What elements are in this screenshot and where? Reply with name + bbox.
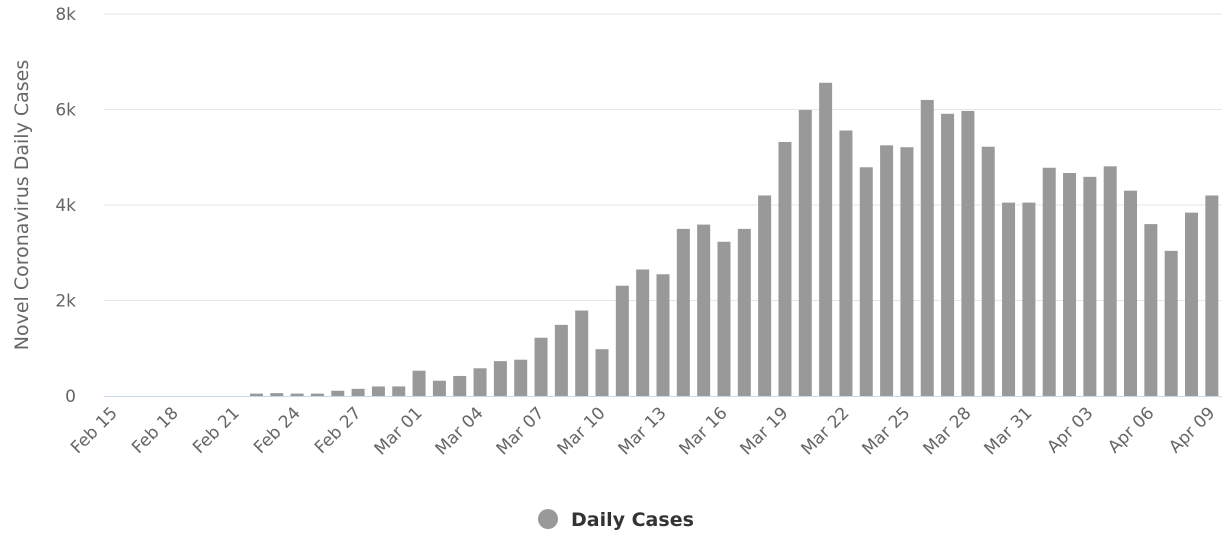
bar: [778, 141, 792, 396]
x-tick-label: Feb 21: [189, 403, 244, 458]
bar: [656, 274, 670, 396]
bar: [432, 380, 446, 396]
bar: [270, 393, 284, 396]
bar: [1164, 250, 1178, 396]
bar: [859, 167, 873, 396]
bar: [1063, 173, 1077, 396]
bar: [676, 228, 690, 396]
x-tick-label: Mar 19: [737, 403, 793, 459]
bar: [941, 113, 955, 397]
bar: [615, 285, 629, 396]
x-tick-label: Apr 03: [1043, 403, 1097, 457]
bar: [1002, 202, 1016, 396]
bar: [758, 195, 772, 396]
bar: [636, 269, 650, 396]
bar: [920, 99, 934, 396]
bar: [514, 359, 528, 396]
x-tick-label: Apr 06: [1104, 403, 1158, 457]
bar: [493, 361, 507, 396]
bar: [717, 241, 731, 396]
bar: [819, 82, 833, 396]
bar: [961, 110, 975, 397]
legend-label: Daily Cases: [571, 509, 694, 531]
bar: [1205, 195, 1219, 396]
y-tick-label: 2k: [55, 292, 76, 312]
bar: [554, 324, 568, 396]
x-tick-label: Mar 16: [676, 403, 732, 459]
x-tick-label: Mar 22: [798, 403, 854, 459]
legend-marker: [538, 509, 558, 529]
x-tick-label: Feb 24: [250, 403, 305, 458]
bar: [839, 130, 853, 396]
bar: [290, 393, 304, 396]
x-tick-label: Mar 10: [554, 403, 610, 459]
bar: [1124, 190, 1138, 396]
bar: [412, 370, 426, 396]
bar: [249, 393, 263, 396]
x-tick-label: Mar 04: [432, 403, 488, 459]
bar: [1185, 212, 1199, 396]
y-tick-label: 8k: [55, 5, 76, 25]
x-tick-label: Mar 01: [371, 403, 427, 459]
bar: [595, 349, 609, 396]
bar: [392, 386, 406, 396]
x-tick-label: Feb 18: [128, 403, 183, 458]
x-tick-label: Apr 09: [1165, 403, 1219, 457]
bar: [981, 146, 995, 396]
x-tick-label: Feb 15: [67, 403, 122, 458]
bar: [1103, 166, 1117, 396]
bar: [473, 368, 487, 396]
bar: [453, 375, 467, 396]
x-tick-label: Mar 31: [980, 403, 1036, 459]
bar: [351, 388, 365, 396]
bar: [1083, 176, 1097, 396]
x-tick-label: Feb 27: [311, 403, 366, 458]
x-tick-label: Mar 28: [919, 403, 975, 459]
bar: [331, 390, 345, 396]
bar: [1144, 224, 1158, 396]
bar: [900, 147, 914, 396]
bar: [575, 310, 589, 396]
x-tick-label: Mar 07: [493, 403, 549, 459]
bar: [737, 228, 751, 396]
bar: [798, 109, 812, 396]
bar: [880, 145, 894, 396]
bar: [1022, 202, 1036, 396]
x-tick-label: Mar 13: [615, 403, 671, 459]
bar: [1042, 167, 1056, 396]
y-axis-label: Novel Coronavirus Daily Cases: [11, 60, 33, 351]
x-tick-label: Mar 25: [859, 403, 915, 459]
y-tick-label: 4k: [55, 196, 76, 216]
bar: [697, 224, 711, 396]
bar: [371, 386, 385, 396]
y-tick-label: 0: [65, 387, 76, 407]
y-tick-label: 6k: [55, 101, 76, 121]
bar: [310, 393, 324, 396]
bar: [534, 337, 548, 396]
